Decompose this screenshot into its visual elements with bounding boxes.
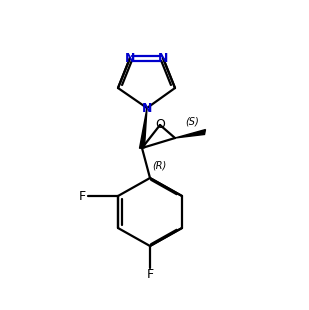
Text: O: O [155,118,165,131]
Text: F: F [79,189,86,202]
Polygon shape [175,130,205,138]
Text: F: F [146,268,154,281]
Text: (S): (S) [185,117,199,127]
Text: N: N [158,51,168,64]
Text: N: N [125,51,135,64]
Text: (R): (R) [152,160,166,170]
Polygon shape [140,108,147,148]
Text: N: N [142,101,152,114]
